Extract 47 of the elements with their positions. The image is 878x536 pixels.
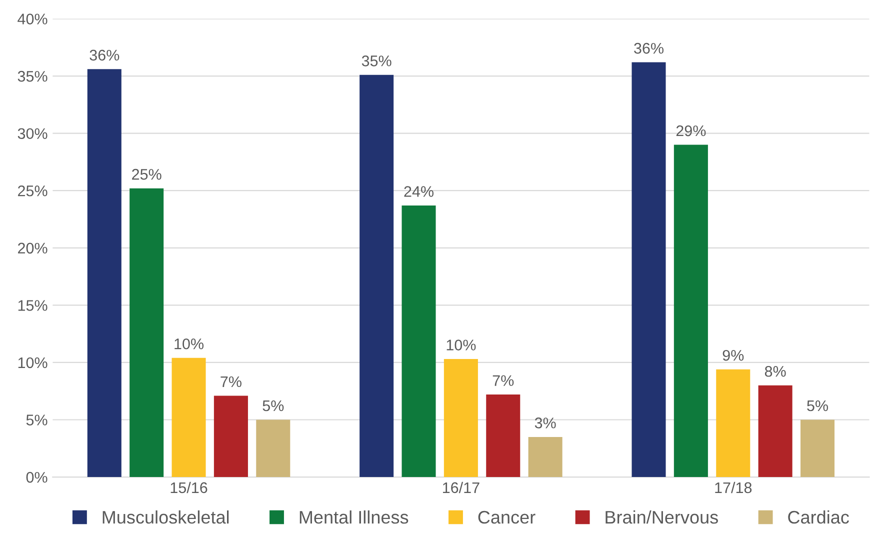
data-label: 36%: [90, 50, 120, 61]
y-tick-label: 30%: [18, 128, 48, 140]
legend-label: Cardiac: [788, 510, 849, 524]
bar: [256, 420, 290, 478]
y-tick-label: 40%: [18, 14, 48, 24]
data-label: 36%: [634, 42, 664, 54]
data-label: 7%: [220, 376, 242, 388]
y-tick-label: 15%: [18, 300, 48, 311]
y-tick-label: 0%: [26, 472, 48, 483]
x-tick-label: 17/18: [715, 482, 752, 494]
y-tick-label: 5%: [26, 414, 48, 426]
bar: [674, 144, 708, 478]
data-label: 25%: [132, 168, 162, 180]
bar: [758, 385, 792, 478]
legend-label: Musculoskeletal: [102, 510, 229, 524]
x-tick-label: 15/16: [170, 482, 208, 494]
data-label: 35%: [362, 56, 392, 66]
bar: [360, 74, 394, 478]
bar: [214, 396, 248, 478]
y-tick-label: 10%: [18, 357, 48, 368]
data-label: 10%: [174, 338, 204, 350]
bar: [444, 359, 478, 478]
data-label: 10%: [446, 340, 476, 350]
y-tick-label: 20%: [18, 242, 48, 254]
bar: [632, 62, 666, 478]
y-tick-label: 35%: [18, 70, 48, 82]
data-label: 5%: [262, 400, 284, 412]
bar: [172, 358, 206, 478]
data-label: 7%: [492, 375, 514, 386]
x-tick-label: 16/17: [443, 482, 480, 494]
data-label: 8%: [764, 366, 786, 377]
legend-label: Brain/Nervous: [606, 510, 718, 524]
legend-label: Cancer: [478, 510, 536, 524]
bar: [486, 394, 520, 478]
legend-label: Mental Illness: [300, 510, 408, 524]
bar: [402, 206, 436, 478]
bar: [130, 188, 164, 478]
data-label: 29%: [676, 125, 706, 136]
data-label: 5%: [807, 400, 828, 412]
y-tick-label: 25%: [18, 185, 48, 196]
bar: [87, 69, 122, 478]
data-label: 24%: [404, 186, 434, 197]
bar: [528, 436, 562, 478]
data-label: 3%: [534, 418, 556, 428]
bar: [716, 369, 750, 478]
data-label: 9%: [722, 350, 744, 361]
bar: [800, 420, 835, 478]
